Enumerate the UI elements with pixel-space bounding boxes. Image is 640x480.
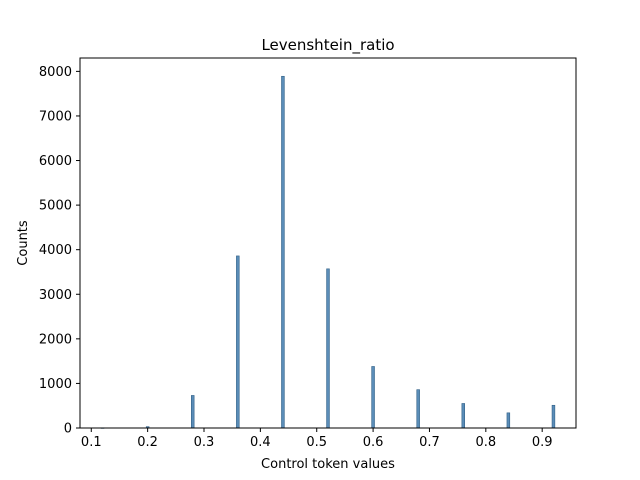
histogram-bar-9 [506, 412, 511, 429]
y-tick-label: 4000 [39, 243, 72, 258]
y-tick-label: 1000 [39, 377, 72, 392]
histogram-bar-4 [281, 75, 285, 429]
x-tick-label: 0.1 [81, 435, 102, 450]
x-tick-label: 0.8 [475, 435, 496, 450]
y-tick-label: 8000 [39, 65, 72, 80]
plot-frame [79, 57, 577, 429]
y-tick-label: 6000 [39, 154, 72, 169]
y-tick-label: 0 [64, 422, 72, 437]
y-tick-label: 3000 [39, 288, 72, 303]
x-tick-label: 0.9 [532, 435, 553, 450]
x-axis-label: Control token values [261, 457, 395, 472]
histogram-bar-2 [191, 395, 195, 429]
x-tick-label: 0.6 [363, 435, 384, 450]
histogram-bar-7 [416, 389, 420, 429]
x-tick-label: 0.5 [306, 435, 327, 450]
y-tick-label: 5000 [39, 199, 72, 214]
x-tick-label: 0.4 [250, 435, 271, 450]
x-tick-label: 0.2 [137, 435, 158, 450]
histogram-bar-5 [326, 268, 330, 429]
bars-layer [100, 75, 556, 429]
y-axis-ticks: 0 1000 2000 3000 4000 5000 6000 7000 8000 [39, 65, 80, 437]
histogram-bar-8 [461, 403, 465, 429]
y-axis-label: Counts [16, 220, 31, 266]
x-tick-label: 0.3 [194, 435, 215, 450]
histogram-bar-10 [551, 404, 556, 429]
y-tick-label: 2000 [39, 332, 72, 347]
y-tick-label: 7000 [39, 109, 72, 124]
x-axis-ticks: 0.1 0.2 0.3 0.4 0.5 0.6 0.7 0.8 0.9 [81, 428, 553, 450]
x-tick-label: 0.7 [419, 435, 440, 450]
chart-title: Levenshtein_ratio [261, 36, 394, 55]
histogram-bar-3 [236, 255, 240, 429]
histogram-bar-6 [371, 366, 375, 429]
